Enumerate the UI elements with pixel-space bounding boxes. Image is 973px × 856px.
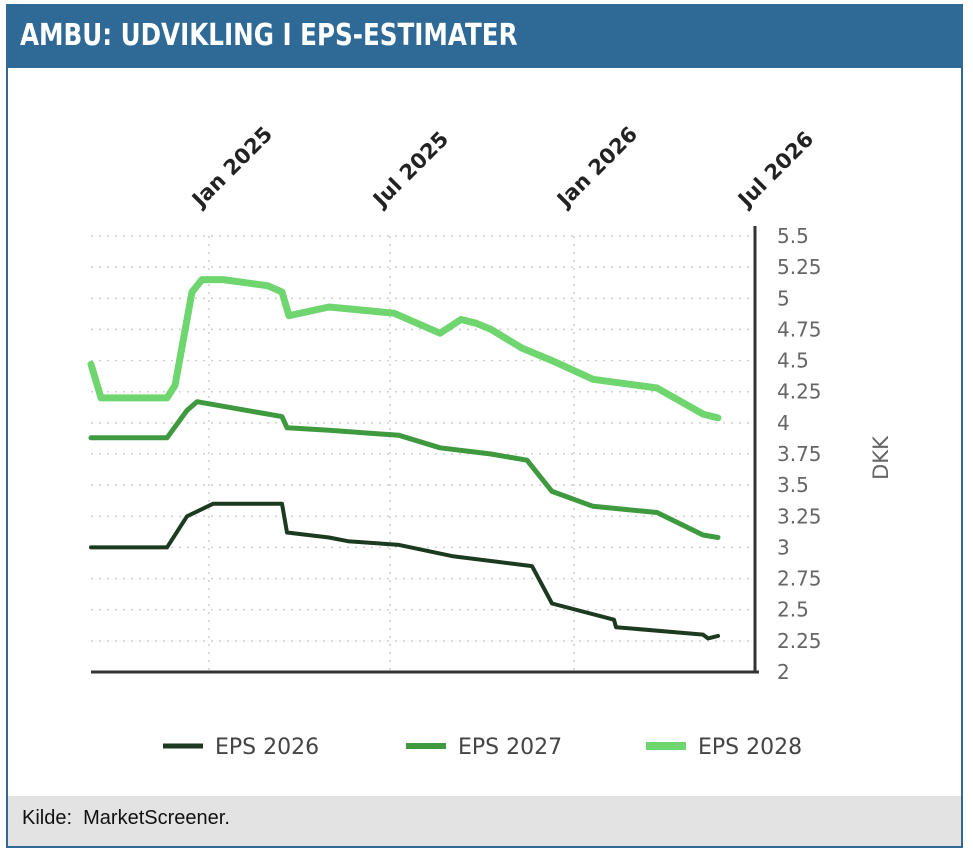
- y-tick-label: 4: [777, 411, 790, 435]
- y-tick-label: 3.25: [777, 504, 822, 528]
- x-tick-label: Jul 2026: [732, 127, 818, 213]
- title-bar: AMBU: UDVIKLING I EPS-ESTIMATER: [8, 6, 961, 68]
- eps-chart: 2 2.25 2.5 2.75 3 3.25 3.5 3.75 4 4.25 4.5 4.75 5 5.2…: [87, 122, 893, 760]
- series-line-eps-2027: [88, 399, 721, 540]
- y-axis-label: DKK: [869, 435, 893, 480]
- chart-title: AMBU: UDVIKLING I EPS-ESTIMATER: [20, 18, 518, 53]
- y-tick-label: 5.25: [777, 255, 822, 279]
- legend-label: EPS 2028: [698, 735, 802, 760]
- y-tick-label: 2.5: [777, 598, 809, 622]
- y-tick-label: 5.5: [777, 224, 809, 248]
- tick-labels: 2 2.25 2.5 2.75 3 3.25 3.5 3.75 4 4.25 4.5 4.75 5 5.2…: [186, 122, 821, 684]
- source-bar: Kilde: MarketScreener.: [8, 796, 961, 846]
- grid: [91, 235, 756, 672]
- x-tick-label: Jul 2025: [367, 127, 453, 213]
- legend-label: EPS 2027: [458, 735, 562, 760]
- axes: [91, 226, 759, 674]
- series-line-eps-2026: [89, 501, 720, 641]
- figure-frame: AMBU: UDVIKLING I EPS-ESTIMATER 2 2.25 2.5…: [6, 4, 963, 848]
- y-tick-label: 4.5: [777, 349, 809, 373]
- y-tick-label: 4.25: [777, 380, 822, 404]
- legend-label: EPS 2026: [215, 735, 319, 760]
- series-line-eps-2028: [87, 276, 722, 422]
- x-tick-label: Jan 2026: [551, 122, 642, 213]
- y-tick-label: 5: [777, 286, 790, 310]
- y-tick-label: 3: [777, 535, 790, 559]
- legend: EPS 2026 EPS 2027 EPS 2028: [163, 735, 802, 760]
- y-tick-label: 4.75: [777, 317, 822, 341]
- source-text: Kilde: MarketScreener.: [22, 807, 230, 829]
- y-tick-label: 2: [777, 660, 790, 684]
- x-tick-label: Jan 2025: [186, 122, 277, 213]
- series-lines: [87, 276, 722, 641]
- y-tick-label: 2.75: [777, 567, 822, 591]
- y-tick-label: 3.75: [777, 442, 822, 466]
- y-tick-label: 2.25: [777, 629, 822, 653]
- y-tick-label: 3.5: [777, 473, 809, 497]
